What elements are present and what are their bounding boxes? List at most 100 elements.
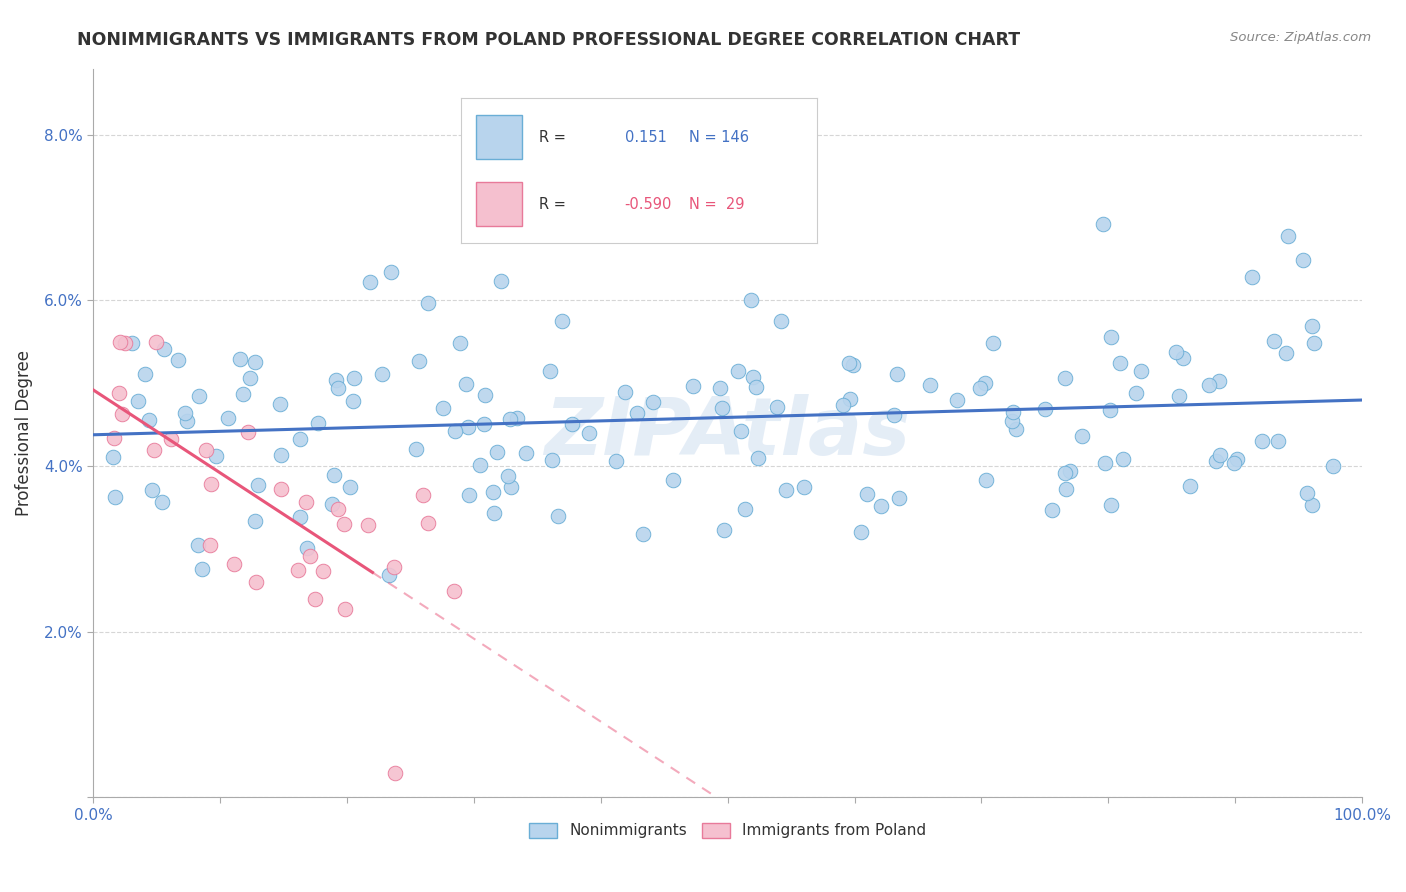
Point <box>1209 448 1232 462</box>
Point <box>205 449 228 463</box>
Point <box>110 334 132 349</box>
Point <box>378 567 401 582</box>
Point <box>499 480 522 494</box>
Point <box>1053 466 1076 480</box>
Point <box>187 388 209 402</box>
Point <box>1002 404 1025 418</box>
Point <box>1054 482 1077 496</box>
Point <box>662 473 685 487</box>
Point <box>870 499 893 513</box>
Point <box>174 406 197 420</box>
Point <box>499 412 522 426</box>
Point <box>457 419 479 434</box>
Point <box>359 275 381 289</box>
Point <box>709 381 731 395</box>
Text: ZIPAtlas: ZIPAtlas <box>544 394 911 472</box>
Point <box>887 491 910 506</box>
Point <box>357 517 380 532</box>
Point <box>239 371 262 385</box>
Point <box>443 583 465 598</box>
Point <box>793 480 815 494</box>
Point <box>538 364 561 378</box>
Point <box>339 480 361 494</box>
Point <box>1291 252 1313 267</box>
Point <box>945 392 967 407</box>
Point <box>1130 364 1153 378</box>
Point <box>747 450 769 465</box>
Point <box>1035 402 1057 417</box>
Point <box>103 431 125 445</box>
Point <box>883 408 905 422</box>
Point <box>111 407 134 421</box>
Point <box>1263 334 1285 348</box>
Point <box>1322 458 1344 473</box>
Point <box>643 395 665 409</box>
Text: Source: ZipAtlas.com: Source: ZipAtlas.com <box>1230 31 1371 45</box>
Point <box>1301 498 1323 512</box>
Point <box>326 381 349 395</box>
Point <box>444 424 467 438</box>
Point <box>745 380 768 394</box>
Point <box>1099 498 1122 512</box>
Point <box>626 151 648 165</box>
Point <box>713 523 735 537</box>
Point <box>969 381 991 395</box>
Point <box>1071 429 1094 443</box>
Point <box>194 442 217 457</box>
Point <box>1005 422 1028 436</box>
Point <box>614 384 637 399</box>
Point <box>323 467 346 482</box>
Point <box>114 336 136 351</box>
Point <box>1166 344 1188 359</box>
Point <box>842 358 865 372</box>
Point <box>976 473 998 487</box>
Point <box>288 510 311 524</box>
Point <box>1277 229 1299 244</box>
Point <box>631 527 654 541</box>
Point <box>1295 486 1317 500</box>
Point <box>1274 346 1296 360</box>
Point <box>851 524 873 539</box>
Point <box>561 417 583 431</box>
Point <box>121 336 143 351</box>
Point <box>1301 319 1323 334</box>
Point <box>578 426 600 441</box>
Point <box>295 494 318 508</box>
Point <box>886 367 908 381</box>
Point <box>1001 414 1024 428</box>
Point <box>838 356 860 370</box>
Point <box>769 314 792 328</box>
Point <box>741 370 763 384</box>
Point <box>342 394 364 409</box>
Point <box>134 368 156 382</box>
Point <box>605 454 627 468</box>
Point <box>333 516 356 531</box>
Point <box>1198 378 1220 392</box>
Point <box>187 537 209 551</box>
Point <box>1099 330 1122 344</box>
Point <box>474 387 496 401</box>
Y-axis label: Professional Degree: Professional Degree <box>15 350 32 516</box>
Point <box>138 413 160 427</box>
Point <box>1040 503 1063 517</box>
Point <box>245 575 267 590</box>
Point <box>710 401 733 415</box>
Point <box>1094 456 1116 470</box>
Point <box>246 477 269 491</box>
Point <box>540 453 562 467</box>
Point <box>153 342 176 356</box>
Point <box>515 446 537 460</box>
Point <box>727 364 749 378</box>
Point <box>101 450 124 464</box>
Point <box>432 401 454 416</box>
Point <box>200 477 222 491</box>
Point <box>481 485 503 500</box>
Point <box>734 502 756 516</box>
Point <box>918 378 941 392</box>
Point <box>1205 453 1227 467</box>
Legend: Nonimmigrants, Immigrants from Poland: Nonimmigrants, Immigrants from Poland <box>523 817 932 845</box>
Point <box>1171 351 1194 366</box>
Point <box>1223 456 1246 470</box>
Point <box>682 379 704 393</box>
Point <box>232 386 254 401</box>
